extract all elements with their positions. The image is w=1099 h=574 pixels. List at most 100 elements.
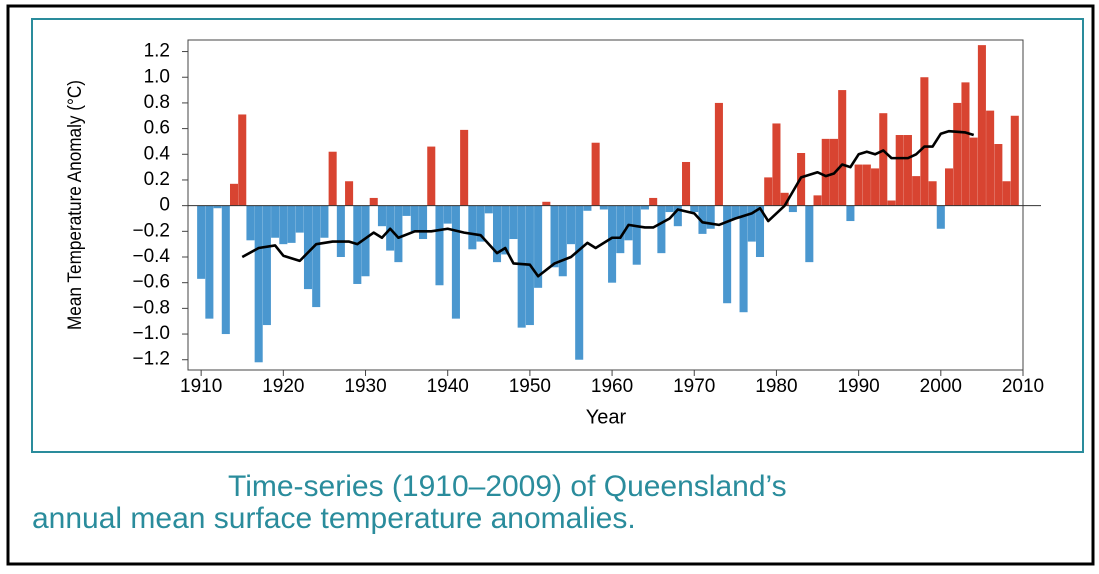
y-tick-label: 0.8 bbox=[144, 92, 170, 113]
y-tick-label: −1.2 bbox=[132, 349, 170, 370]
bar bbox=[328, 151, 337, 206]
bar bbox=[936, 205, 945, 229]
y-tick-label: 0 bbox=[159, 195, 170, 216]
y-tick-label: −1.0 bbox=[132, 323, 170, 344]
bar bbox=[723, 205, 732, 304]
bar bbox=[517, 205, 526, 328]
bar bbox=[377, 205, 386, 227]
bar bbox=[591, 142, 600, 206]
chart-box bbox=[31, 18, 1084, 453]
bar bbox=[427, 146, 436, 206]
bar bbox=[583, 205, 592, 211]
x-tick-label: 1950 bbox=[509, 376, 551, 397]
bar bbox=[435, 205, 444, 286]
bar bbox=[394, 205, 403, 263]
bar bbox=[287, 205, 296, 243]
y-tick-label: −0.2 bbox=[132, 220, 170, 241]
bar bbox=[608, 205, 617, 283]
y-tick-label: 1.2 bbox=[144, 41, 170, 62]
bar bbox=[320, 205, 329, 238]
bar bbox=[813, 195, 822, 206]
bar bbox=[419, 205, 428, 240]
bar bbox=[501, 205, 510, 255]
bar bbox=[484, 205, 493, 214]
bar bbox=[772, 123, 781, 206]
x-tick-label: 1970 bbox=[673, 376, 715, 397]
bar bbox=[369, 197, 378, 206]
plot-area bbox=[187, 39, 1024, 371]
bar bbox=[657, 205, 666, 254]
x-tick-label: 2000 bbox=[920, 376, 962, 397]
bar bbox=[402, 205, 411, 216]
bar bbox=[986, 110, 995, 206]
bar bbox=[640, 205, 649, 210]
bar bbox=[977, 45, 986, 206]
bar bbox=[854, 164, 863, 206]
bar bbox=[903, 135, 912, 206]
bar bbox=[747, 205, 756, 242]
bar bbox=[945, 168, 954, 206]
caption: Time-series (1910–2009) of Queensland’s bbox=[228, 470, 787, 503]
bar bbox=[846, 205, 855, 222]
bar bbox=[690, 205, 699, 213]
bar bbox=[706, 205, 715, 229]
x-tick-label: 1990 bbox=[837, 376, 879, 397]
bar bbox=[229, 183, 239, 206]
bar bbox=[534, 205, 543, 288]
bar bbox=[213, 205, 222, 209]
bar bbox=[649, 197, 658, 206]
bar bbox=[476, 205, 485, 242]
bar bbox=[764, 177, 773, 206]
bar bbox=[871, 168, 880, 206]
bar bbox=[862, 164, 871, 206]
bar bbox=[271, 205, 280, 238]
y-tick-label: −0.8 bbox=[132, 297, 170, 318]
bar bbox=[312, 205, 321, 308]
bar bbox=[197, 205, 206, 279]
bar bbox=[682, 161, 691, 206]
bar bbox=[279, 205, 288, 245]
bar bbox=[410, 205, 419, 232]
y-tick-label: 0.6 bbox=[144, 118, 170, 139]
bar bbox=[542, 201, 551, 206]
x-tick-label: 1940 bbox=[427, 376, 469, 397]
moving-average-line bbox=[241, 129, 975, 278]
bar bbox=[246, 205, 255, 241]
bar bbox=[953, 102, 962, 206]
bar bbox=[788, 205, 797, 213]
frame bbox=[6, 4, 1095, 566]
bar bbox=[624, 205, 633, 241]
bar bbox=[303, 205, 313, 290]
bar bbox=[632, 205, 641, 265]
bar bbox=[698, 205, 707, 234]
bar bbox=[599, 205, 608, 210]
bar bbox=[460, 129, 469, 206]
bar bbox=[205, 205, 214, 319]
bar bbox=[616, 205, 625, 254]
x-tick-label: 1980 bbox=[755, 376, 797, 397]
bar bbox=[895, 135, 904, 206]
bar bbox=[969, 137, 978, 206]
x-axis-label: Year bbox=[586, 406, 627, 428]
bar bbox=[1002, 181, 1011, 206]
y-axis-label: Mean Temperature Anomaly (°C) bbox=[65, 80, 86, 330]
x-tick-label: 1910 bbox=[180, 376, 222, 397]
bar bbox=[920, 77, 929, 206]
bar bbox=[912, 176, 921, 206]
bar bbox=[879, 113, 888, 206]
bar bbox=[755, 205, 765, 258]
y-tick-label: −0.6 bbox=[132, 272, 170, 293]
bar bbox=[492, 205, 502, 263]
bar bbox=[509, 205, 518, 240]
x-tick-label: 1960 bbox=[591, 376, 633, 397]
bar bbox=[731, 205, 740, 219]
bar bbox=[994, 144, 1003, 206]
bar bbox=[345, 181, 354, 206]
bar bbox=[295, 205, 304, 233]
bar bbox=[575, 205, 584, 360]
bar bbox=[739, 205, 748, 313]
bar bbox=[928, 181, 937, 206]
bar bbox=[361, 205, 370, 277]
